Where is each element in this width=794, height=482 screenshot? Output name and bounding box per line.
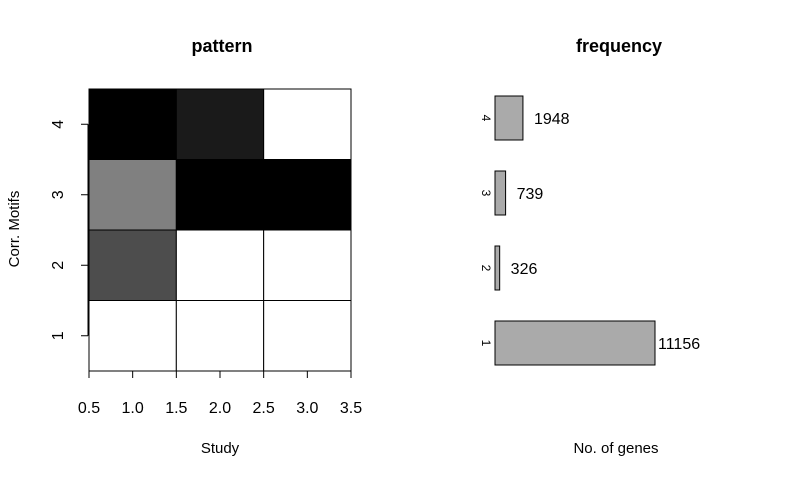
bar-data-label: 1948: [534, 111, 570, 128]
heatmap-x-axis: 0.5 1.0 1.5 2.0 2.5 3.0 3.5: [78, 370, 362, 417]
heatmap-cell: [88, 88, 177, 160]
bar-chart-title: frequency: [576, 36, 662, 56]
heatmap-x-tick-label: 1.5: [165, 400, 187, 417]
bar-category-label: 4: [479, 115, 493, 122]
bar-1: [494, 320, 656, 366]
heatmap-title: pattern: [191, 36, 252, 56]
heatmap-cell: [175, 300, 265, 372]
bar-2: [494, 245, 501, 291]
heatmap-cell: [175, 229, 265, 301]
heatmap-x-tick-label: 1.0: [122, 400, 144, 417]
bar-chart-data-labels: 11156 326 739 1948: [511, 111, 701, 353]
heatmap-y-tick-label: 4: [50, 120, 67, 129]
heatmap-y-axis-label: Corr. Motifs: [6, 191, 23, 268]
heatmap-cell: [263, 300, 352, 372]
bar-data-label: 326: [511, 261, 538, 278]
heatmap-y-tick-label: 2: [50, 261, 67, 270]
heatmap-cells: [88, 88, 352, 372]
heatmap-x-axis-label: Study: [201, 440, 240, 457]
bar-data-label: 11156: [658, 336, 700, 353]
heatmap-cell: [263, 159, 352, 231]
heatmap-x-tick-label: 0.5: [78, 400, 100, 417]
heatmap-cell: [88, 229, 177, 301]
bar-data-label: 739: [517, 186, 544, 203]
heatmap-cell: [263, 88, 352, 160]
bar-category-label: 2: [479, 265, 493, 272]
heatmap-y-tick-label: 3: [50, 190, 67, 199]
bar-chart-bars: [494, 95, 656, 366]
heatmap-x-tick-label: 2.5: [253, 400, 275, 417]
heatmap-cell: [88, 159, 177, 231]
heatmap-cell: [88, 300, 177, 372]
bar-category-label: 3: [479, 190, 493, 197]
heatmap-y-axis: 1 2 3 4: [50, 120, 89, 340]
heatmap-cell: [175, 88, 265, 160]
bar-category-label: 1: [479, 340, 493, 347]
heatmap-y-tick-label: 1: [50, 331, 67, 340]
bar-3: [494, 170, 507, 216]
heatmap-x-tick-label: 2.0: [209, 400, 231, 417]
bar-4: [494, 95, 524, 141]
heatmap-cell: [263, 229, 352, 301]
bar-chart-y-axis: 1 2 3 4: [479, 115, 493, 347]
bar-chart-x-axis-label: No. of genes: [573, 440, 658, 457]
heatmap-cell: [175, 159, 265, 231]
heatmap-x-tick-label: 3.5: [340, 400, 362, 417]
heatmap-x-tick-label: 3.0: [296, 400, 318, 417]
